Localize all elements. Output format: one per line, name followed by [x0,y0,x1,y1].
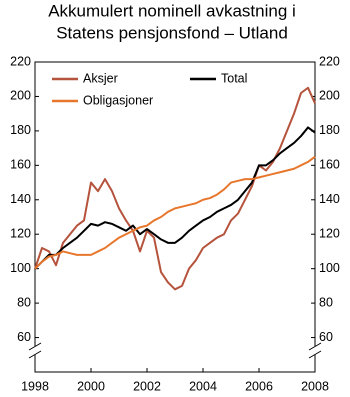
y2-tick-label: 140 [319,192,340,206]
y2-tick-label: 200 [319,89,340,103]
legend-label: Aksjer [83,71,118,85]
chart-title: Statens pensjonsfond – Utland [56,23,288,42]
y2-tick-label: 60 [319,330,333,344]
x-tick-label: 2004 [189,379,217,393]
y-tick-label: 140 [10,192,31,206]
x-tick-label: 2000 [77,379,105,393]
plot-frame [34,61,316,373]
y-tick-label: 80 [17,295,31,309]
y-tick-label: 180 [10,123,31,137]
y2-tick-label: 160 [319,158,340,172]
chart-title: Akkumulert nominell avkastning i [48,1,296,20]
y-tick-label: 220 [10,54,31,68]
x-tick-label: 2008 [301,379,329,393]
axis-break [28,342,322,359]
y-tick-label: 120 [10,227,31,241]
y-tick-label: 60 [17,330,31,344]
y2-tick-label: 100 [319,261,340,275]
data-line [34,126,316,270]
legend-label: Obligasjoner [83,93,153,107]
y-tick-label: 160 [10,158,31,172]
legend-label: Total [221,71,247,85]
y-tick-label: 100 [10,261,31,275]
data-line [34,155,316,270]
y2-tick-label: 220 [319,54,340,68]
y2-tick-label: 120 [319,227,340,241]
y2-tick-label: 180 [319,123,340,137]
x-tick-label: 2006 [245,379,273,393]
y-tick-label: 200 [10,89,31,103]
x-tick-label: 2002 [133,379,161,393]
data-line [34,86,316,291]
x-tick-label: 1998 [21,379,49,393]
y2-tick-label: 80 [319,295,333,309]
